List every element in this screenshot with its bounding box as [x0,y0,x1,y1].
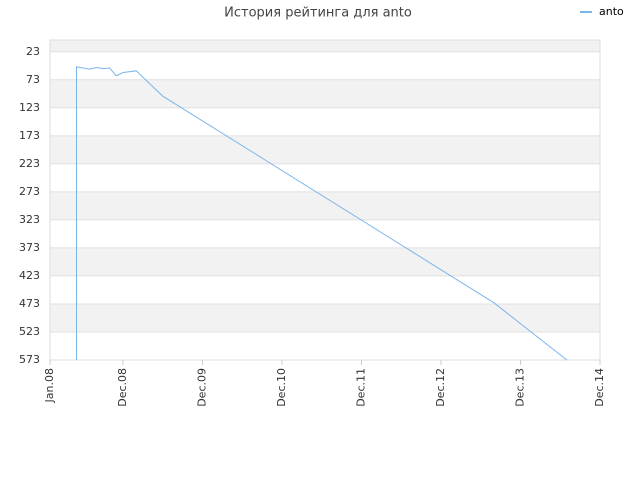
grid-band [50,275,600,304]
grid-band [50,219,600,248]
x-tick-label: Jan.08 [43,368,56,403]
plot-background [50,40,600,360]
y-tick-label: 323 [19,213,40,226]
y-tick-label: 473 [19,297,40,310]
x-tick-label: Dec.14 [593,368,606,407]
y-tick-label: 223 [19,157,40,170]
chart-title: История рейтинга для anto [224,6,412,21]
y-tick-label: 373 [19,241,40,254]
x-tick-label: Dec.08 [116,368,129,407]
y-tick-label: 173 [19,129,40,142]
plot-border [49,39,601,361]
y-tick-label: 423 [19,269,40,282]
legend-label: anto [599,5,624,18]
grid-band [50,51,600,80]
y-tick-label: 523 [19,325,40,338]
y-tick-label: 123 [19,101,40,114]
x-tick-label: Dec.11 [354,368,367,407]
grid-band [50,107,600,136]
y-tick-label: 73 [26,73,40,86]
x-tick-label: Dec.09 [195,368,208,407]
y-tick-label: 23 [26,45,40,58]
y-tick-label: 573 [19,353,40,366]
x-tick-label: Dec.12 [434,368,447,407]
y-tick-label: 273 [19,185,40,198]
x-tick-label: Dec.13 [513,368,526,407]
x-tick-label: Dec.10 [275,368,288,407]
grid-band [50,331,600,360]
line [76,66,568,361]
grid-band [50,163,600,192]
